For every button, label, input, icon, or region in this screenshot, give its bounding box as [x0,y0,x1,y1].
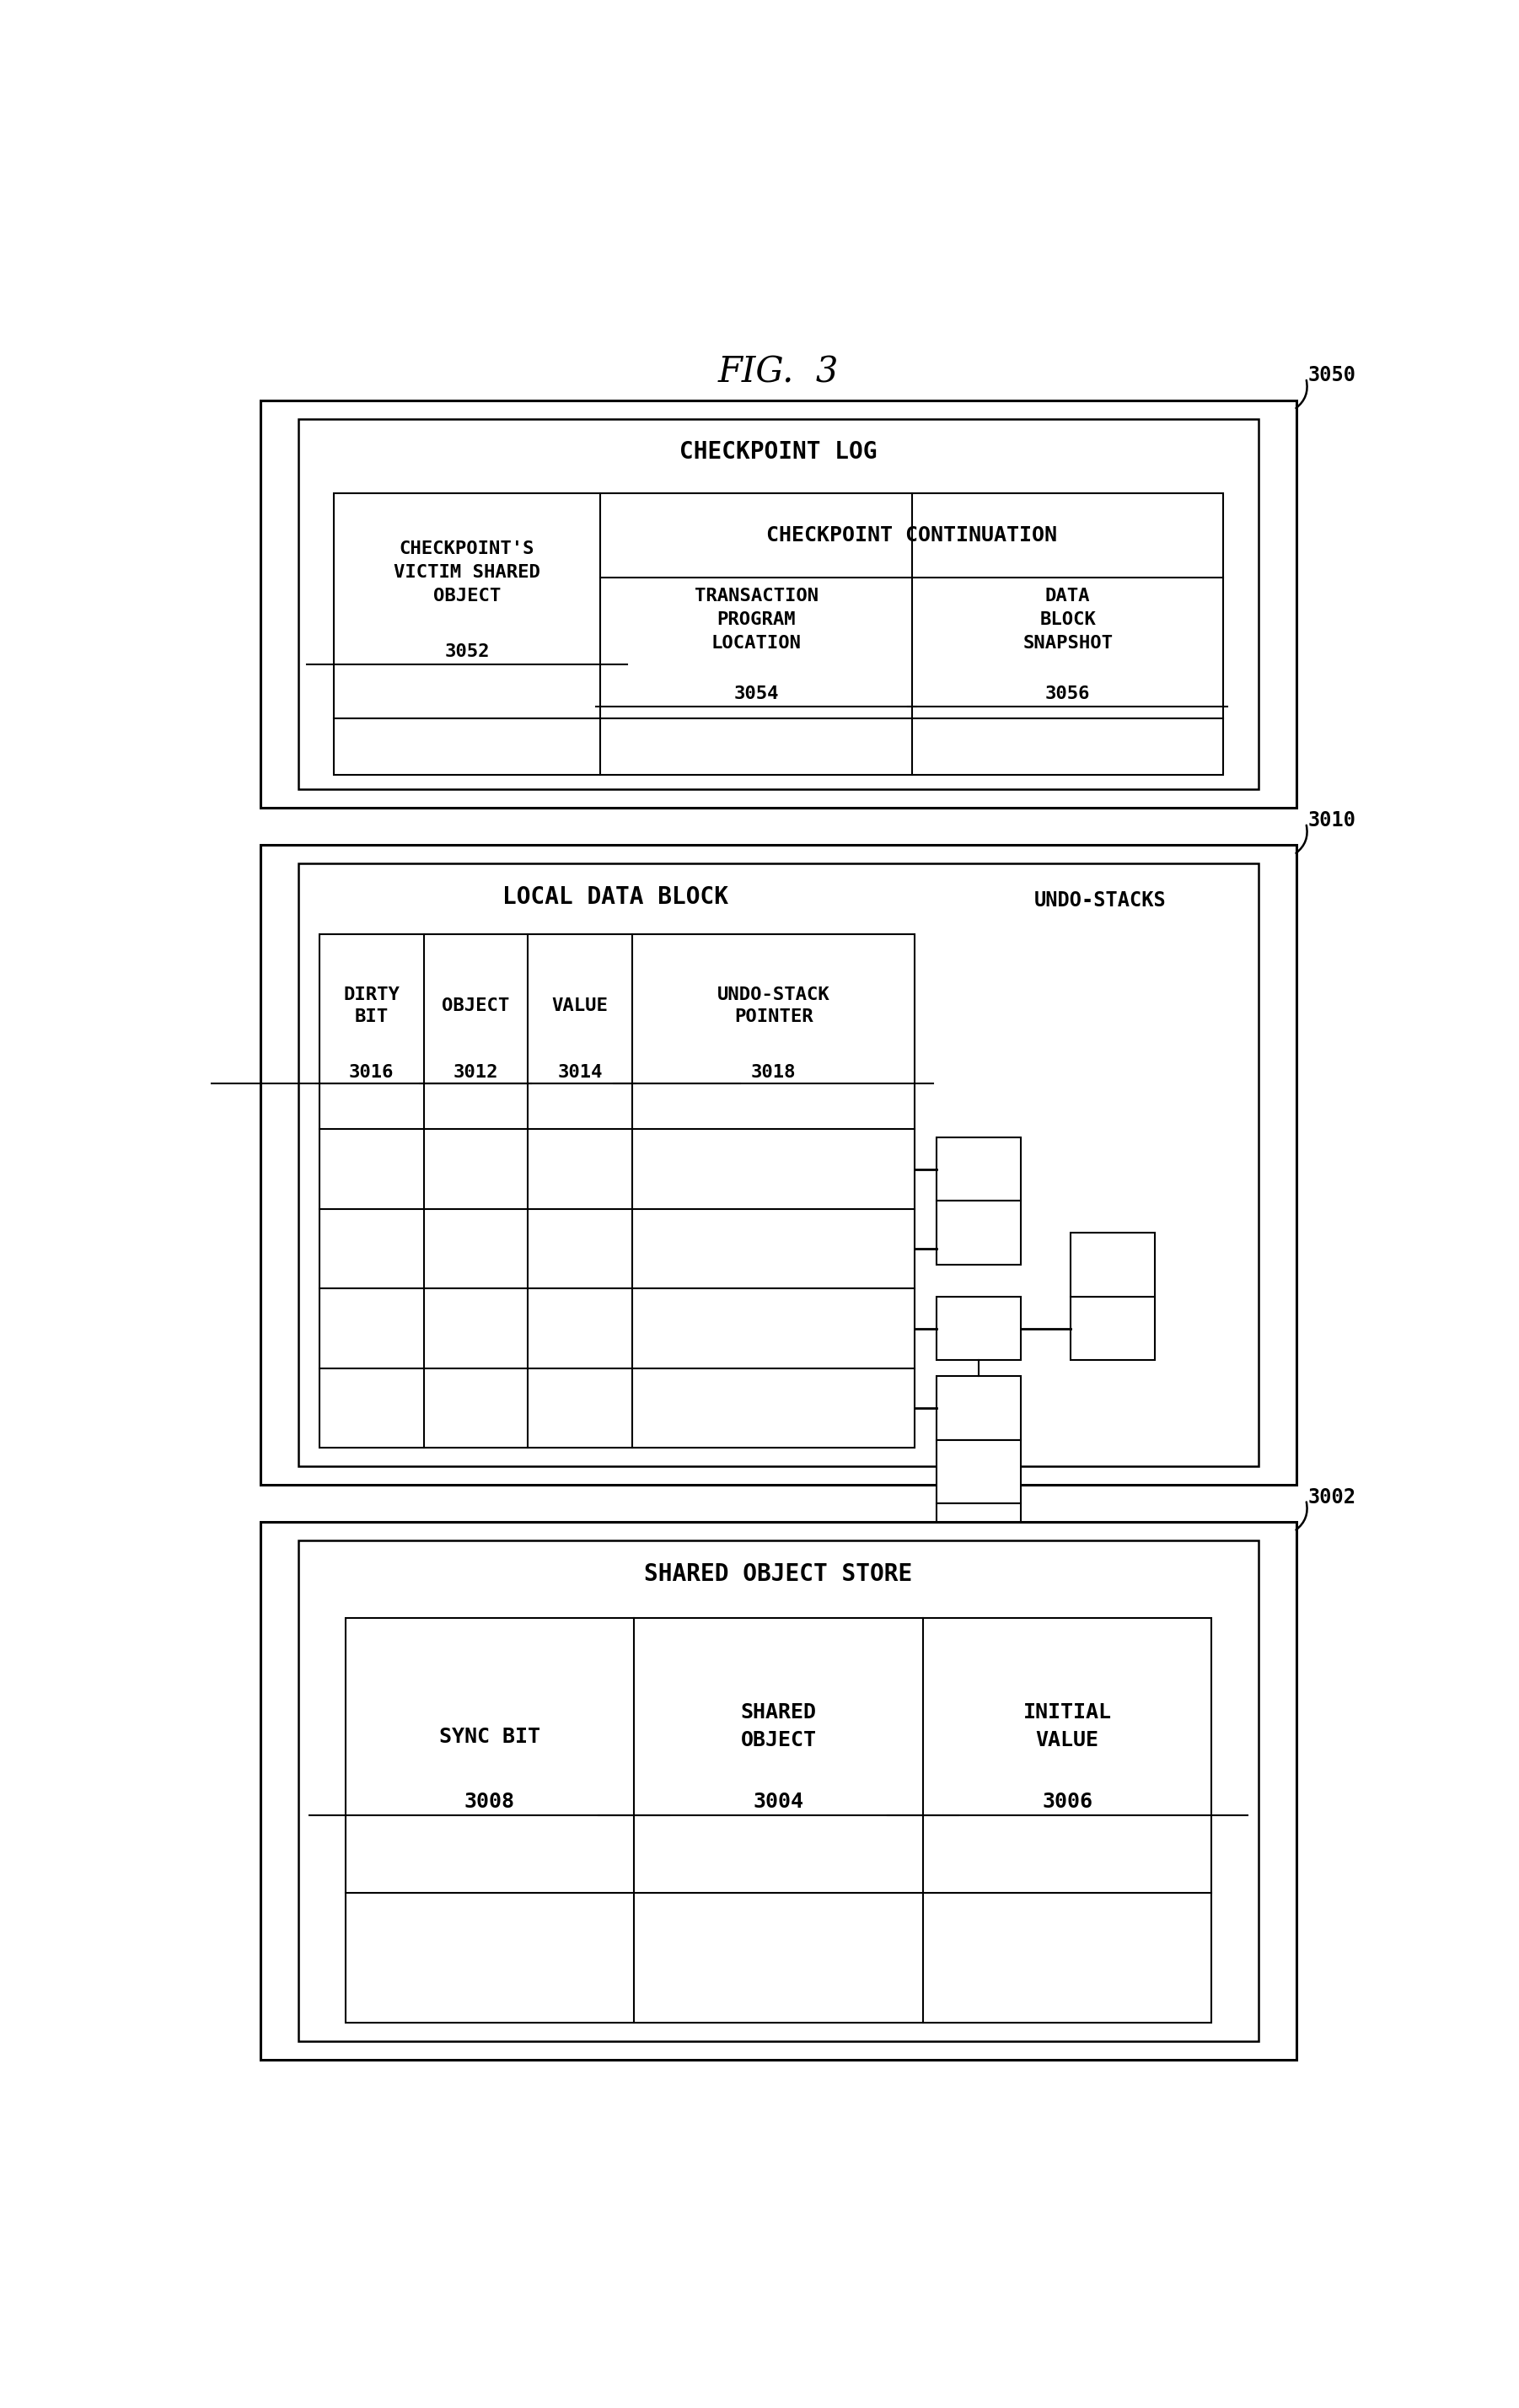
Text: 3006: 3006 [1042,1792,1092,1813]
Text: DATA
BLOCK
SNAPSHOT: DATA BLOCK SNAPSHOT [1022,588,1113,653]
Text: 3004: 3004 [753,1792,804,1813]
Text: SHARED
OBJECT: SHARED OBJECT [741,1702,816,1751]
Text: 3008: 3008 [465,1792,515,1813]
Text: UNDO-STACKS: UNDO-STACKS [1034,891,1167,910]
Text: CHECKPOINT'S
VICTIM SHARED
OBJECT: CHECKPOINT'S VICTIM SHARED OBJECT [393,539,541,604]
Text: 3050: 3050 [1308,366,1356,385]
Text: VALUE: VALUE [551,997,608,1014]
Text: FIG.  3: FIG. 3 [718,354,838,390]
FancyBboxPatch shape [936,1440,1021,1503]
Text: CHECKPOINT CONTINUATION: CHECKPOINT CONTINUATION [767,525,1057,544]
FancyBboxPatch shape [261,845,1296,1486]
Text: LOCAL DATA BLOCK: LOCAL DATA BLOCK [503,886,728,908]
FancyBboxPatch shape [298,419,1259,790]
Text: 3016: 3016 [349,1064,393,1081]
FancyBboxPatch shape [261,400,1296,809]
Text: OBJECT: OBJECT [442,997,509,1014]
Text: 3012: 3012 [453,1064,498,1081]
FancyBboxPatch shape [319,934,914,1447]
FancyBboxPatch shape [298,864,1259,1466]
FancyBboxPatch shape [936,1296,1021,1361]
FancyBboxPatch shape [334,494,1223,775]
FancyBboxPatch shape [936,1630,1021,1695]
FancyBboxPatch shape [936,1503,1021,1568]
Text: INITIAL
VALUE: INITIAL VALUE [1022,1702,1112,1751]
FancyBboxPatch shape [261,1522,1296,2059]
FancyBboxPatch shape [936,1137,1021,1202]
Text: 3018: 3018 [750,1064,796,1081]
Text: CHECKPOINT LOG: CHECKPOINT LOG [679,441,878,465]
FancyBboxPatch shape [1071,1233,1154,1296]
FancyBboxPatch shape [298,1541,1259,2042]
Text: SYNC BIT: SYNC BIT [439,1727,541,1748]
Text: DIRTY
BIT: DIRTY BIT [343,987,399,1026]
FancyBboxPatch shape [1071,1296,1154,1361]
Text: 3054: 3054 [734,686,779,703]
FancyBboxPatch shape [936,1202,1021,1264]
Text: 3002: 3002 [1308,1486,1356,1507]
FancyBboxPatch shape [345,1618,1212,2023]
Text: TRANSACTION
PROGRAM
LOCATION: TRANSACTION PROGRAM LOCATION [694,588,819,653]
FancyBboxPatch shape [936,1375,1021,1440]
Text: 3056: 3056 [1045,686,1091,703]
Text: SHARED OBJECT STORE: SHARED OBJECT STORE [644,1563,913,1587]
Text: 3052: 3052 [445,643,489,660]
FancyBboxPatch shape [936,1568,1021,1630]
Text: UNDO-STACK
POINTER: UNDO-STACK POINTER [717,987,829,1026]
Text: 3010: 3010 [1308,809,1356,831]
Text: 3014: 3014 [557,1064,603,1081]
